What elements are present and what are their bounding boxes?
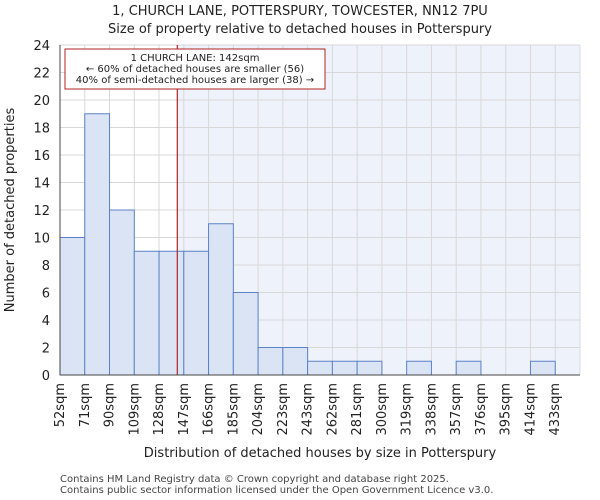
x-tick-label: 147sqm	[177, 383, 192, 436]
y-tick-label: 2	[42, 342, 50, 357]
bar-128sqm	[158, 250, 185, 376]
y-tick-label: 24	[33, 39, 50, 54]
x-tick-label: 185sqm	[226, 383, 241, 436]
x-tick-label: 243sqm	[301, 383, 316, 436]
x-tick-label: 262sqm	[325, 383, 340, 436]
y-tick-label: 8	[42, 259, 50, 274]
x-tick-label: 223sqm	[276, 383, 291, 436]
bar-357sqm	[455, 360, 482, 376]
x-tick-label: 90sqm	[103, 383, 118, 427]
bar-204sqm	[257, 347, 284, 376]
x-axis-label: Distribution of detached houses by size …	[144, 446, 497, 461]
x-tick-label: 204sqm	[251, 383, 266, 436]
annotation-line-3: 40% of semi-detached houses are larger (…	[76, 75, 314, 86]
bar-319sqm	[406, 360, 432, 376]
bar-414sqm	[529, 360, 556, 376]
x-tick-label: 433sqm	[548, 383, 563, 436]
chart-title-address: 1, CHURCH LANE, POTTERSPURY, TOWCESTER, …	[112, 4, 488, 19]
x-tick-label: 71sqm	[78, 383, 93, 427]
x-tick-label: 319sqm	[400, 383, 415, 436]
bar-71sqm	[84, 113, 111, 376]
y-tick-label: 18	[33, 122, 50, 137]
x-tick-label: 414sqm	[523, 383, 538, 436]
x-tick-label: 300sqm	[375, 383, 390, 436]
x-tick-label: 357sqm	[449, 383, 464, 436]
y-tick-label: 4	[42, 314, 50, 329]
bar-166sqm	[208, 223, 234, 376]
y-tick-label: 10	[33, 232, 50, 247]
x-tick-label: 166sqm	[202, 383, 217, 436]
y-tick-label: 22	[33, 67, 50, 82]
y-tick-label: 0	[42, 369, 50, 384]
x-tick-label: 376sqm	[474, 383, 489, 436]
y-tick-label: 14	[33, 177, 50, 192]
x-tick-label: 109sqm	[127, 383, 142, 436]
x-tick-label: 128sqm	[152, 383, 167, 436]
bar-243sqm	[307, 360, 333, 376]
annotation-line-2: ← 60% of detached houses are smaller (56…	[86, 64, 304, 75]
footer-copyright: Contains HM Land Registry data © Crown c…	[60, 474, 449, 485]
x-tick-label: 281sqm	[350, 383, 365, 436]
annotation-box	[64, 48, 326, 90]
x-tick-label: 338sqm	[424, 383, 439, 436]
bar-281sqm	[356, 360, 383, 376]
y-tick-label: 6	[42, 287, 50, 302]
y-axis-label: Number of detached properties	[3, 108, 18, 313]
y-tick-label: 16	[33, 149, 50, 164]
bar-109sqm	[133, 250, 160, 376]
x-tick-label: 395sqm	[499, 383, 514, 436]
annotation-line-1: 1 CHURCH LANE: 142sqm	[131, 53, 260, 64]
bar-147sqm	[183, 250, 210, 376]
x-tick-label: 52sqm	[53, 383, 68, 427]
footer-licence: Contains public sector information licen…	[60, 485, 494, 496]
bar-90sqm	[109, 209, 135, 376]
bar-223sqm	[282, 347, 309, 376]
bar-185sqm	[232, 292, 259, 376]
y-tick-label: 12	[33, 204, 50, 219]
y-tick-label: 20	[33, 94, 50, 109]
chart-title-subtitle: Size of property relative to detached ho…	[108, 22, 492, 37]
bar-262sqm	[331, 360, 358, 376]
bar-52sqm	[59, 237, 86, 376]
